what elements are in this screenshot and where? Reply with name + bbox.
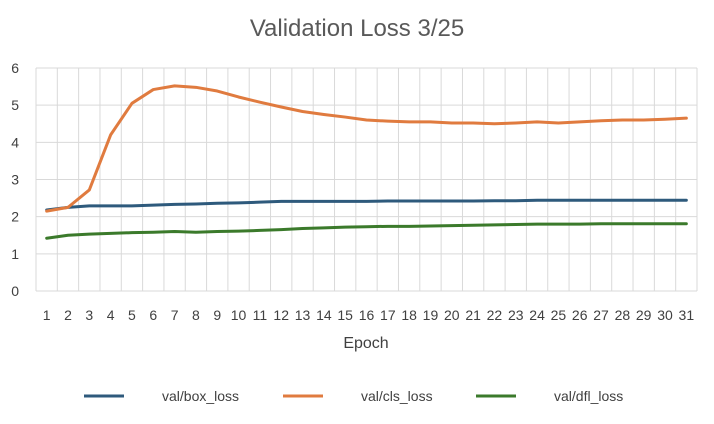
x-tick-label: 1: [43, 307, 51, 323]
x-tick-label: 16: [359, 307, 375, 323]
x-tick-label: 7: [171, 307, 179, 323]
series-lines: [45, 84, 688, 240]
x-tick-label: 5: [128, 307, 136, 323]
legend-label-2: val/dfl_loss: [554, 388, 623, 404]
y-tick-label: 1: [11, 246, 19, 262]
x-tick-label: 27: [593, 307, 609, 323]
x-tick-label: 2: [64, 307, 72, 323]
x-tick-label: 29: [636, 307, 652, 323]
x-tick-label: 21: [465, 307, 481, 323]
y-tick-label: 0: [11, 283, 19, 299]
x-tick-label: 25: [551, 307, 567, 323]
y-axis-ticks: 0 1 2 3 4 5 6: [11, 60, 19, 299]
x-axis-label: Epoch: [343, 335, 388, 352]
x-tick-label: 3: [85, 307, 93, 323]
x-tick-label: 20: [444, 307, 460, 323]
x-axis-ticks: 1 2 3 4 5 6 7 8 9 10 11 12 13 14 15 16 17 18 19 20 21 22 23 24 2…: [43, 307, 695, 323]
x-tick-label: 31: [679, 307, 695, 323]
y-tick-label: 3: [11, 172, 19, 188]
x-tick-label: 13: [295, 307, 311, 323]
x-tick-label: 23: [508, 307, 524, 323]
x-tick-label: 28: [615, 307, 631, 323]
x-tick-label: 12: [273, 307, 289, 323]
x-tick-label: 6: [149, 307, 157, 323]
x-tick-label: 26: [572, 307, 588, 323]
x-tick-label: 17: [380, 307, 396, 323]
x-tick-label: 9: [213, 307, 221, 323]
x-tick-label: 22: [487, 307, 503, 323]
y-tick-label: 5: [11, 97, 19, 113]
grid-lines: [35, 67, 698, 292]
legend-label-1: val/cls_loss: [361, 388, 433, 404]
x-tick-label: 14: [316, 307, 332, 323]
chart-title: Validation Loss 3/25: [250, 15, 464, 42]
x-tick-label: 8: [192, 307, 200, 323]
legend-label-0: val/box_loss: [162, 388, 239, 404]
y-tick-label: 2: [11, 209, 19, 225]
y-tick-label: 6: [11, 60, 19, 76]
x-tick-label: 19: [423, 307, 439, 323]
x-tick-label: 11: [253, 307, 268, 323]
y-tick-label: 4: [11, 134, 19, 150]
series-line-0: [45, 198, 688, 212]
x-tick-label: 24: [529, 307, 545, 323]
legend: val/box_loss val/cls_loss val/dfl_loss: [84, 388, 623, 404]
x-tick-label: 18: [401, 307, 417, 323]
x-tick-label: 30: [657, 307, 673, 323]
x-tick-label: 10: [231, 307, 247, 323]
series-line-2: [45, 222, 688, 240]
x-tick-label: 4: [107, 307, 115, 323]
x-tick-label: 15: [337, 307, 353, 323]
series-line-1: [45, 84, 688, 213]
